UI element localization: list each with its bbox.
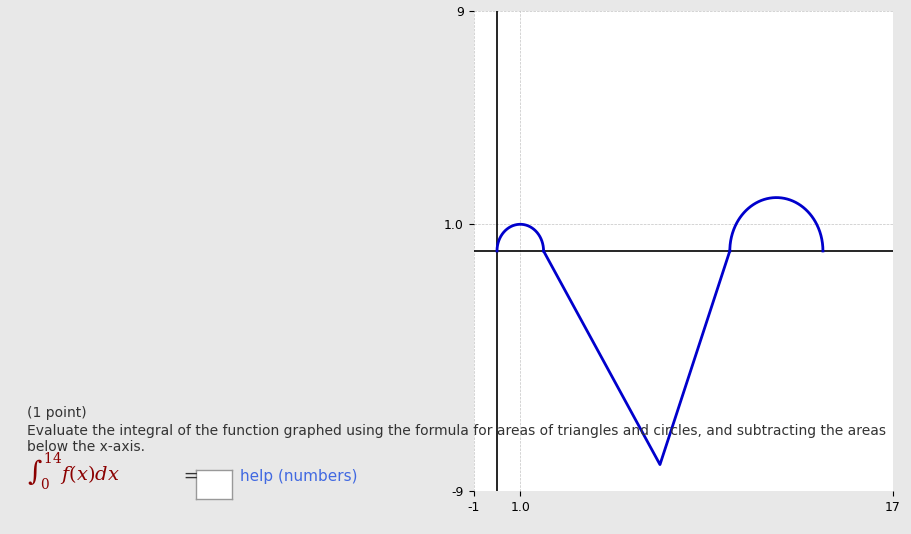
Text: help (numbers): help (numbers) <box>240 469 357 484</box>
Text: Evaluate the integral of the function graphed using the formula for areas of tri: Evaluate the integral of the function gr… <box>27 423 886 454</box>
Text: =: = <box>178 467 204 484</box>
Text: (1 point): (1 point) <box>27 405 87 420</box>
Text: $\int_0^{14} f(x)dx$: $\int_0^{14} f(x)dx$ <box>27 451 120 493</box>
